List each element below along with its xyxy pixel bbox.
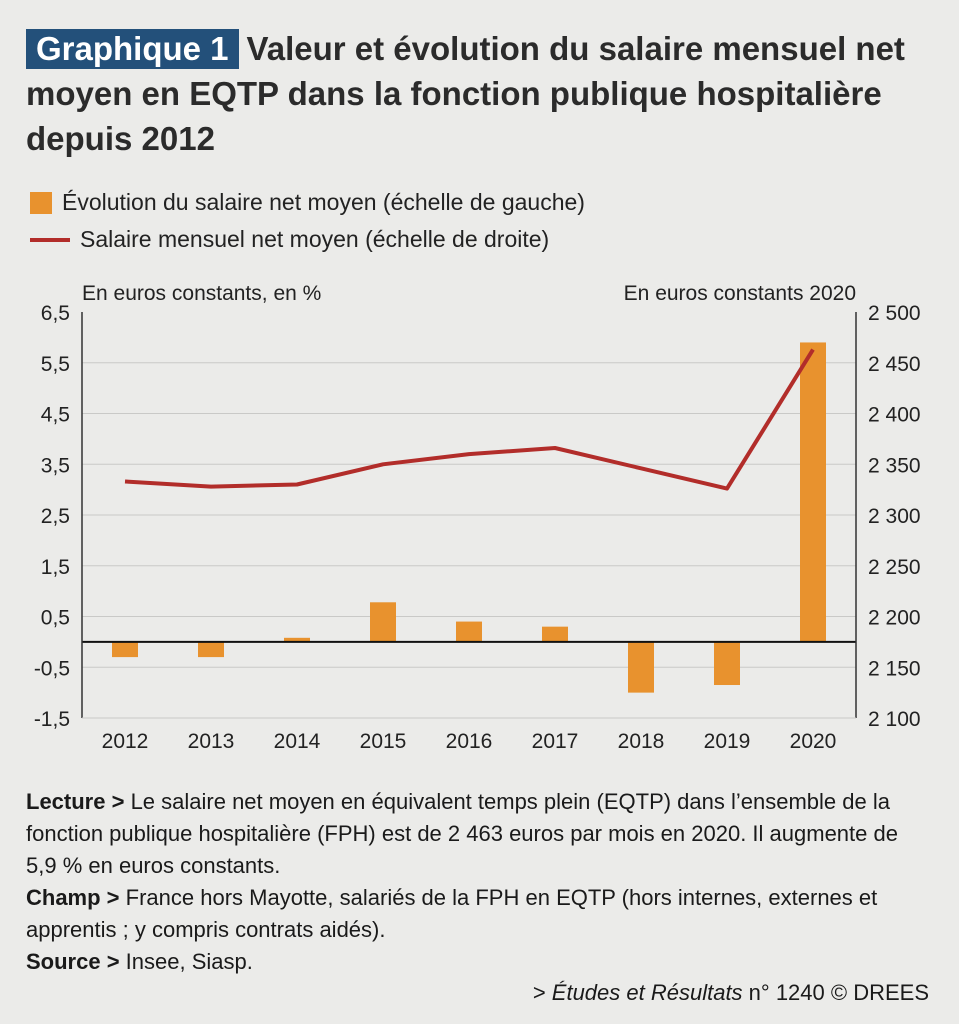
legend-bar-swatch (30, 191, 52, 214)
left-tick-label: 6,5 (41, 302, 70, 325)
bar-2016 (456, 621, 482, 642)
legend-bar-label: Évolution du salaire net moyen (échelle … (62, 189, 585, 215)
right-tick-label: 2 150 (868, 657, 921, 680)
right-tick-label: 2 100 (868, 708, 921, 731)
footer-prefix: > (532, 980, 552, 1005)
right-tick-label: 2 250 (868, 556, 921, 579)
bar-2015 (370, 602, 396, 642)
x-tick-label: 2012 (102, 730, 149, 753)
note-source-label: Source > (26, 949, 120, 974)
footer-suffix: n° 1240 © DREES (742, 980, 929, 1005)
right-tick-label: 2 200 (868, 607, 921, 630)
left-tick-label: 5,5 (41, 353, 70, 376)
note-lecture-label: Lecture > (26, 789, 125, 814)
x-tick-label: 2016 (446, 730, 493, 753)
note-champ-text: France hors Mayotte, salariés de la FPH … (26, 885, 878, 942)
left-tick-label: 1,5 (41, 556, 70, 579)
note-champ-label: Champ > (26, 885, 120, 910)
right-tick-label: 2 500 (868, 302, 921, 325)
x-tick-label: 2014 (274, 730, 321, 753)
x-tick-label: 2015 (360, 730, 407, 753)
chart-title: Graphique 1 Valeur et évolution du salair… (26, 26, 926, 161)
note-source: Source > Insee, Siasp. (26, 946, 931, 978)
right-tick-label: 2 350 (868, 454, 921, 477)
x-tick-label: 2018 (618, 730, 665, 753)
left-tick-label: 2,5 (41, 505, 70, 528)
left-tick-label: -1,5 (34, 708, 70, 731)
x-tick-label: 2020 (790, 730, 837, 753)
bar-2017 (542, 626, 568, 642)
right-tick-label: 2 400 (868, 404, 921, 427)
legend-item-line: Salaire mensuel net moyen (échelle de dr… (30, 223, 585, 256)
chart-number-badge: Graphique 1 (26, 29, 239, 69)
left-axis-label: En euros constants, en % (82, 282, 321, 305)
note-lecture: Lecture > Le salaire net moyen en équiva… (26, 786, 931, 882)
right-tick-label: 2 300 (868, 505, 921, 528)
bar-2012 (112, 641, 138, 658)
x-tick-label: 2013 (188, 730, 235, 753)
chart-title-text: Valeur et évolution du salaire mensuel n… (26, 30, 905, 157)
left-tick-label: -0,5 (34, 657, 70, 680)
bar-2014 (284, 637, 310, 642)
bar-2018 (628, 641, 654, 693)
left-tick-label: 4,5 (41, 404, 70, 427)
bar-2019 (714, 641, 740, 686)
note-source-text: Insee, Siasp. (125, 949, 253, 974)
bar-2020 (800, 342, 826, 642)
legend: Évolution du salaire net moyen (échelle … (30, 186, 585, 260)
legend-item-bars: Évolution du salaire net moyen (échelle … (30, 186, 585, 219)
legend-line-label: Salaire mensuel net moyen (échelle de dr… (80, 226, 550, 252)
chart-plot: 6,5 2 500 5,5 2 450 4,5 2 400 3,5 2 350 2,5 2 300… (34, 282, 921, 753)
x-tick-label: 2017 (532, 730, 579, 753)
chart-notes: Lecture > Le salaire net moyen en équiva… (26, 786, 931, 978)
footer-publication: Études et Résultats (551, 980, 743, 1005)
note-champ: Champ > France hors Mayotte, salariés de… (26, 882, 931, 946)
right-tick-label: 2 450 (868, 353, 921, 376)
note-lecture-text: Le salaire net moyen en équivalent temps… (26, 789, 898, 878)
salary-line (124, 348, 815, 491)
left-tick-label: 0,5 (41, 607, 70, 630)
left-tick-label: 3,5 (41, 454, 70, 477)
legend-line-swatch (30, 237, 70, 242)
footer-credit: > Études et Résultats n° 1240 © DREES (533, 980, 929, 1006)
right-axis-label: En euros constants 2020 (624, 282, 856, 305)
bar-2013 (198, 641, 224, 658)
x-tick-label: 2019 (704, 730, 751, 753)
